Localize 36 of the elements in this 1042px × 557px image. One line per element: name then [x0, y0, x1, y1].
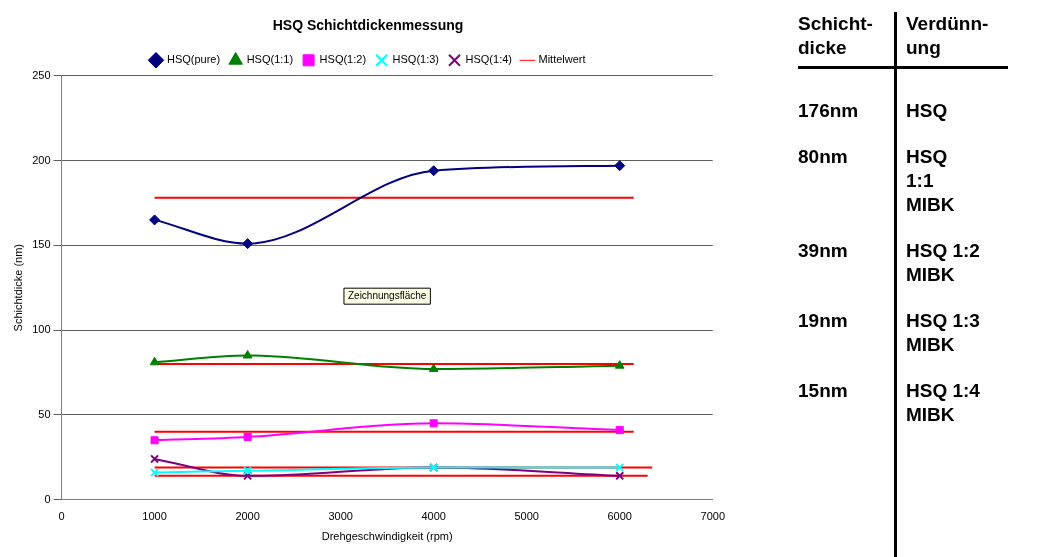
x-tick-label: 7000: [700, 510, 726, 523]
text: HSQ 1:1 MIBK: [905, 145, 955, 217]
y-tick-label: 150: [32, 238, 51, 251]
text: Verdünn- ung: [905, 12, 989, 60]
x-tick-label: 2000: [235, 510, 260, 523]
legend-label: HSQ(pure): [166, 53, 221, 66]
text: HSQ 1:2 MIBK: [905, 239, 980, 287]
text: 80nm: [798, 145, 849, 169]
text: HSQ 1:3 MIBK: [905, 309, 980, 357]
legend-label: HSQ(1:4): [465, 53, 512, 66]
x-tick-label: 3000: [328, 510, 353, 523]
legend-label: HSQ(1:2): [319, 53, 367, 66]
annotation: Zeichnungsfläche: [347, 289, 427, 301]
x-tick-label: 0: [58, 510, 65, 523]
x-tick-label: 6000: [607, 510, 632, 523]
y-tick-label: 250: [32, 68, 51, 81]
legend-label: Mittelwert: [538, 53, 586, 66]
y-tick-label: 50: [38, 407, 51, 420]
legend-label: HSQ(1:3): [392, 53, 440, 66]
y-tick-label: 200: [32, 153, 51, 166]
text: HSQ 1:4 MIBK: [905, 379, 980, 427]
legend-label: HSQ(1:1): [246, 53, 294, 66]
y-axis-title: Schichtdicke (nm): [11, 243, 24, 332]
chart-title: HSQ Schichtdickenmessung: [272, 17, 464, 34]
x-tick-label: 5000: [514, 510, 539, 523]
text: 15nm: [798, 379, 849, 403]
text: HSQ: [905, 99, 948, 123]
text: Schicht- dicke: [798, 12, 874, 60]
text: 19nm: [798, 309, 849, 333]
x-tick-label: 4000: [421, 510, 446, 523]
x-tick-label: 1000: [142, 510, 167, 523]
y-tick-label: 0: [44, 492, 51, 505]
text: 39nm: [798, 239, 849, 263]
y-tick-label: 100: [32, 323, 51, 336]
text: 176nm: [798, 99, 860, 123]
x-axis-title: Drehgeschwindigkeit (rpm): [321, 530, 453, 543]
